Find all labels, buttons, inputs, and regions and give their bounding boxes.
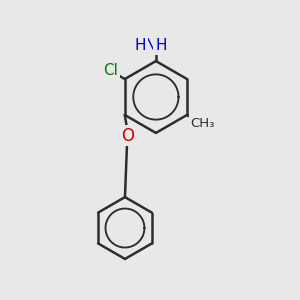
- Text: H: H: [155, 38, 166, 53]
- Text: CH₃: CH₃: [190, 117, 215, 130]
- Text: H: H: [135, 38, 146, 53]
- Text: Cl: Cl: [103, 63, 118, 78]
- Text: O: O: [121, 127, 134, 145]
- Text: N: N: [145, 38, 156, 53]
